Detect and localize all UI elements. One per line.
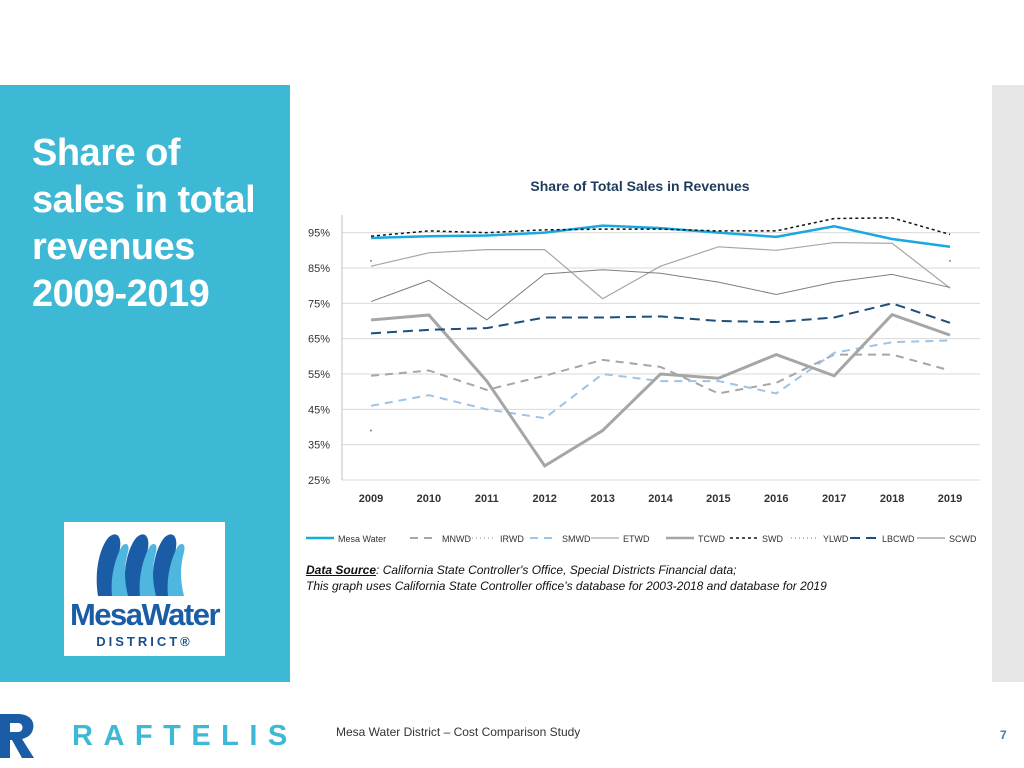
series-line-smwd [370, 339, 951, 420]
y-tick-label: 25% [308, 475, 330, 487]
footer-study-title: Mesa Water District – Cost Comparison St… [336, 725, 581, 739]
data-source-label: Data Source [306, 563, 377, 577]
series-point-irwd [370, 259, 372, 262]
chart-title: Share of Total Sales in Revenues [530, 178, 750, 194]
right-scroll-bar [992, 85, 1024, 682]
legend-label: TCWD [698, 534, 725, 544]
legend-label: LBCWD [882, 534, 915, 544]
y-tick-label: 75% [308, 298, 330, 310]
series-line-etwd [370, 241, 951, 300]
x-tick-label: 2014 [648, 493, 673, 505]
slide-title-line: sales in total [32, 179, 256, 221]
slide-title-line: 2009-2019 [32, 273, 210, 315]
data-source-line2: This graph uses California State Control… [306, 579, 827, 593]
page-number: 7 [1000, 728, 1007, 742]
legend-label: IRWD [500, 534, 524, 544]
logo-district: DISTRICT® [96, 634, 193, 649]
logo-wordmark: MesaWater [69, 597, 221, 632]
legend-label: ETWD [623, 534, 650, 544]
mesa-water-waves-icon [96, 534, 185, 596]
legend-label: Mesa Water [338, 534, 386, 544]
x-tick-label: 2013 [590, 493, 614, 505]
series-line-swd [370, 217, 951, 237]
slide-title-line: revenues [32, 226, 195, 268]
y-tick-label: 65% [308, 334, 330, 346]
x-tick-label: 2018 [880, 493, 904, 505]
x-tick-label: 2012 [532, 493, 556, 505]
x-tick-label: 2017 [822, 493, 846, 505]
x-tick-label: 2016 [764, 493, 788, 505]
legend-label: SCWD [949, 534, 977, 544]
slide-title-line: Share of [32, 132, 181, 174]
legend-label: MNWD [442, 534, 471, 544]
y-tick-label: 85% [308, 263, 330, 275]
data-source-note: Data Source: California State Controller… [306, 562, 827, 594]
series-line-lbcwd [370, 302, 951, 335]
y-tick-label: 95% [308, 228, 330, 240]
raftelis-brand: RAFTELIS [72, 720, 298, 752]
series-point-ylwd [370, 429, 372, 432]
legend-label: YLWD [823, 534, 849, 544]
data-source-text: : California State Controller's Office, … [376, 563, 737, 577]
series-point-irwd [949, 259, 951, 262]
x-tick-label: 2009 [359, 493, 383, 505]
series-line-mesa-water [370, 224, 951, 249]
y-tick-label: 45% [308, 404, 330, 416]
x-tick-label: 2011 [475, 493, 499, 505]
legend-label: SWD [762, 534, 783, 544]
series-line-scwd [370, 269, 951, 321]
raftelis-r-icon [0, 714, 34, 758]
x-tick-label: 2019 [938, 493, 962, 505]
line-chart: 25% 35% 45% 55% 65% 75% 85% 95% 2009 2010 2011 2012… [306, 215, 980, 544]
y-tick-label: 35% [308, 440, 330, 452]
series-line-tcwd [370, 312, 951, 468]
x-tick-label: 2010 [417, 493, 441, 505]
series-line-mnwd [370, 353, 951, 395]
legend-label: SMWD [562, 534, 591, 544]
mesa-water-logo: MesaWater DISTRICT® [64, 522, 225, 656]
x-tick-label: 2015 [706, 493, 730, 505]
slide-title: Share of sales in total revenues 2009-20… [32, 130, 282, 318]
y-tick-label: 55% [308, 369, 330, 381]
